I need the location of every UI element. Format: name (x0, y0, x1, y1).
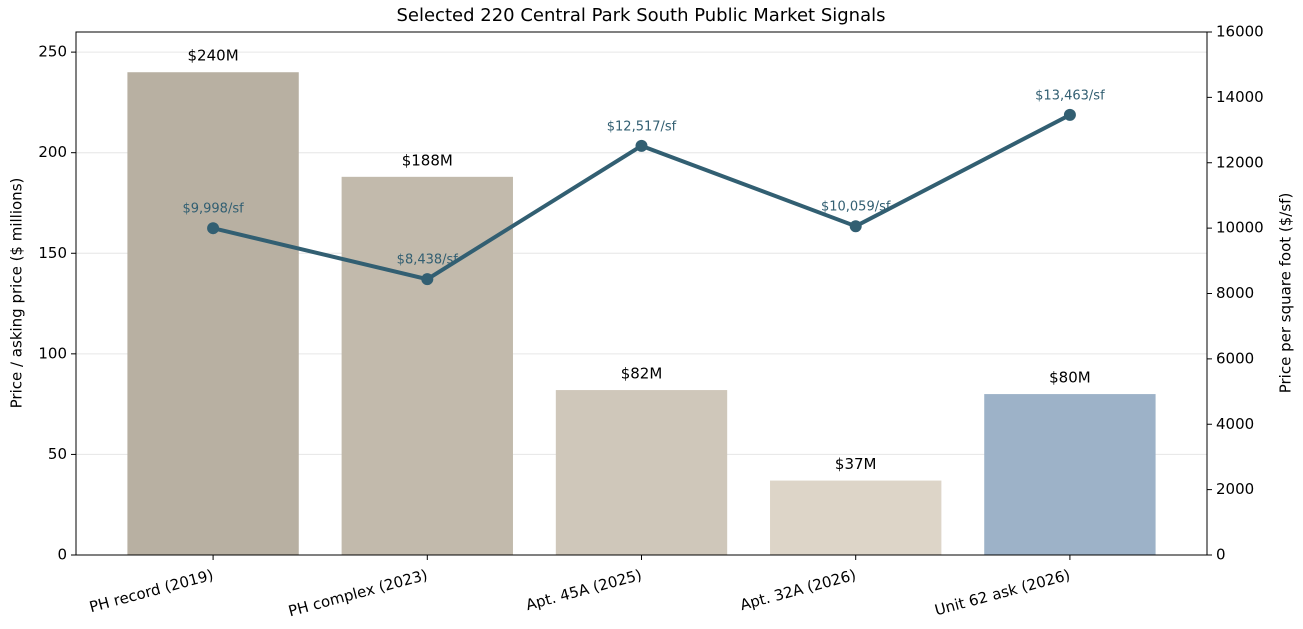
bar-value-label: $80M (1049, 369, 1091, 387)
line-point (849, 220, 862, 233)
bar-value-label: $188M (402, 151, 453, 169)
y2-tick-label: 4000 (1216, 415, 1254, 433)
x-tick-label: PH complex (2023) (286, 566, 429, 620)
y2-tick-label: 16000 (1216, 23, 1264, 41)
y2-tick-label: 12000 (1216, 153, 1264, 171)
x-tick-label: Apt. 45A (2025) (524, 566, 644, 614)
bar-value-label: $240M (188, 47, 239, 65)
bar-value-label: $37M (835, 455, 877, 473)
line-value-label: $13,463/sf (1035, 88, 1105, 103)
line-value-label: $9,998/sf (182, 202, 244, 217)
line-value-label: $10,059/sf (821, 200, 891, 215)
y2-axis-label: Price per square foot ($/sf) (1277, 193, 1295, 394)
line (212, 113, 1071, 282)
line-point (421, 273, 434, 286)
y2-tick-label: 2000 (1216, 480, 1254, 498)
line-point (635, 139, 648, 152)
x-tick-label: Unit 62 ask (2026) (933, 566, 1072, 619)
bar (770, 480, 942, 555)
y-tick-label: 50 (48, 445, 67, 463)
y-axis-label: Price / asking price ($ millions) (8, 178, 26, 409)
y2-tick-label: 8000 (1216, 284, 1254, 302)
x-tick-label: PH record (2019) (87, 566, 215, 616)
bar-value-label: $82M (621, 365, 663, 383)
line-value-label: $12,517/sf (607, 119, 677, 134)
y-tick-label: 200 (38, 143, 67, 161)
line-point (1063, 108, 1076, 121)
bar (555, 390, 728, 555)
y2-tick-label: 14000 (1216, 88, 1264, 106)
line-point (207, 222, 220, 235)
x-tick-label: Apt. 32A (2026) (738, 566, 858, 614)
line-value-label: $8,438/sf (397, 253, 459, 268)
y2-tick-label: 0 (1216, 546, 1226, 564)
y-tick-label: 150 (38, 244, 67, 262)
y2-tick-label: 6000 (1216, 349, 1254, 367)
y2-tick-label: 10000 (1216, 219, 1264, 237)
y-tick-label: 100 (38, 344, 67, 362)
bar (984, 394, 1156, 555)
bar (127, 72, 299, 555)
chart-title: Selected 220 Central Park South Public M… (396, 5, 885, 26)
bar (341, 176, 513, 556)
y-tick-label: 0 (57, 546, 67, 564)
y-tick-label: 250 (38, 43, 67, 61)
